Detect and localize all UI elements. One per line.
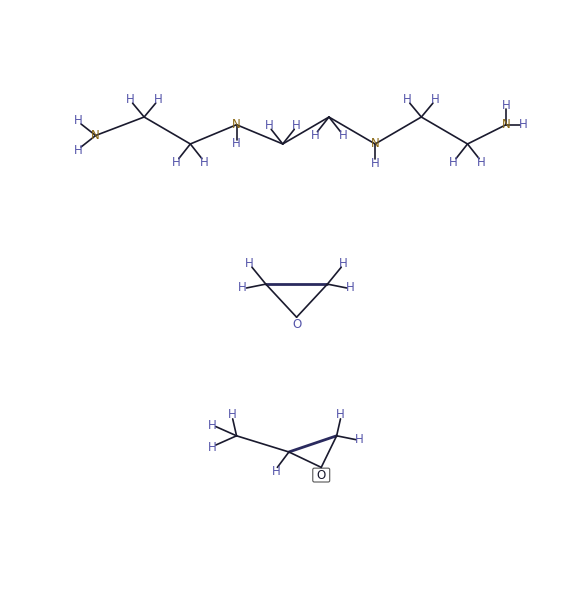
Text: N: N bbox=[502, 118, 511, 131]
Text: H: H bbox=[271, 466, 280, 479]
Text: H: H bbox=[200, 156, 208, 169]
Text: H: H bbox=[245, 257, 254, 270]
Text: H: H bbox=[403, 93, 412, 106]
Text: H: H bbox=[346, 282, 355, 294]
Text: N: N bbox=[91, 129, 100, 142]
Text: H: H bbox=[355, 433, 364, 446]
Text: H: H bbox=[311, 129, 319, 142]
Text: H: H bbox=[126, 93, 134, 106]
Text: N: N bbox=[371, 137, 380, 151]
Text: H: H bbox=[154, 93, 163, 106]
Text: H: H bbox=[208, 418, 216, 432]
Text: O: O bbox=[292, 318, 301, 332]
Text: N: N bbox=[232, 118, 241, 131]
Text: H: H bbox=[336, 408, 345, 421]
Text: H: H bbox=[371, 157, 380, 169]
Text: H: H bbox=[172, 156, 181, 169]
Text: H: H bbox=[339, 257, 348, 270]
Text: H: H bbox=[292, 119, 301, 132]
Text: H: H bbox=[339, 129, 347, 142]
Text: H: H bbox=[73, 144, 82, 157]
Text: H: H bbox=[238, 282, 247, 294]
Text: H: H bbox=[477, 156, 486, 169]
Text: H: H bbox=[265, 119, 274, 132]
Text: H: H bbox=[502, 99, 511, 112]
Text: H: H bbox=[449, 156, 458, 169]
Text: H: H bbox=[73, 115, 82, 127]
Text: H: H bbox=[232, 137, 241, 151]
Text: H: H bbox=[208, 441, 216, 454]
Text: H: H bbox=[431, 93, 440, 106]
Text: H: H bbox=[228, 408, 237, 421]
Text: O: O bbox=[316, 469, 326, 482]
Text: H: H bbox=[518, 118, 527, 131]
